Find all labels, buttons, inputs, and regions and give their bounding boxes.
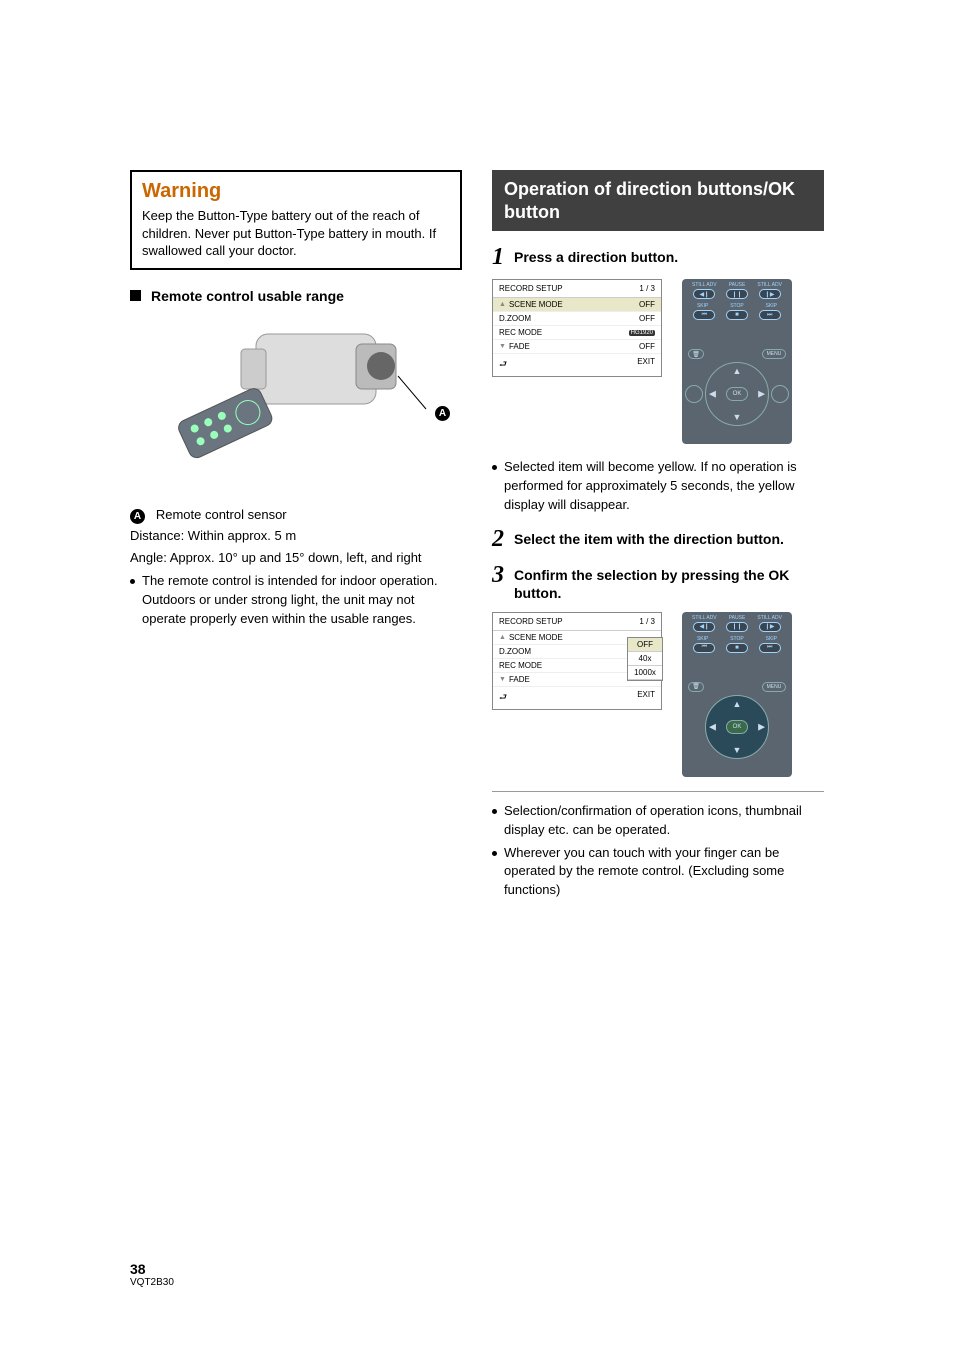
step-1-text: Press a direction button.: [514, 245, 678, 266]
warning-body: Keep the Button-Type battery out of the …: [142, 207, 450, 260]
page-code: VQT2B30: [130, 1277, 174, 1288]
callout-a-inline-icon: A: [130, 509, 145, 524]
remote-figure-2: STILL ADV PAUSE STILL ADV ◀❙❙❙❙▶ SKIP ST…: [682, 612, 792, 777]
distance-text: Distance: Within approx. 5 m: [130, 527, 462, 546]
ok-button-icon: OK: [726, 387, 748, 401]
section-header: Operation of direction buttons/OK button: [492, 170, 824, 231]
page-footer: 38 VQT2B30: [130, 1261, 174, 1288]
warning-title: Warning: [142, 180, 450, 203]
step-2-num: 2: [492, 527, 504, 551]
square-bullet-icon: [130, 290, 141, 301]
remote-figure-1: STILL ADV PAUSE STILL ADV ◀❙❙❙❙▶ SKIP ST…: [682, 279, 792, 444]
zoom-popup: OFF 40x 1000x: [627, 637, 663, 681]
sensor-text: Remote control sensor: [156, 507, 287, 522]
trash-icon: 🗑: [688, 349, 704, 359]
menu-pill: MENU: [762, 682, 786, 692]
note-selection: Selection/confirmation of operation icon…: [492, 802, 824, 840]
usable-range-heading: Remote control usable range: [130, 288, 462, 304]
callout-a-icon: A: [435, 406, 450, 421]
step-2: 2 Select the item with the direction but…: [492, 527, 824, 551]
menu-screenshot-2: RECORD SETUP 1 / 3 ▲SCENE MODE D.ZOOM RE…: [492, 612, 662, 710]
step1-note: Selected item will become yellow. If no …: [492, 458, 824, 515]
menu1-title: RECORD SETUP: [499, 284, 563, 293]
page-number: 38: [130, 1261, 174, 1277]
step-1-num: 1: [492, 245, 504, 269]
menu2-page: 1 / 3: [639, 617, 655, 626]
menu1-page: 1 / 3: [639, 284, 655, 293]
separator: [492, 791, 824, 792]
menu-screenshot-1: RECORD SETUP 1 / 3 ▲SCENE MODEOFF D.ZOOM…: [492, 279, 662, 377]
step-1: 1 Press a direction button.: [492, 245, 824, 269]
step-2-text: Select the item with the direction butto…: [514, 527, 784, 548]
trash-icon: 🗑: [688, 682, 704, 692]
step-3-text: Confirm the selection by pressing the OK…: [514, 563, 824, 602]
usable-range-heading-text: Remote control usable range: [151, 288, 344, 304]
step-3-num: 3: [492, 563, 504, 587]
warning-box: Warning Keep the Button-Type battery out…: [130, 170, 462, 270]
note-touch: Wherever you can touch with your finger …: [492, 844, 824, 901]
step-3: 3 Confirm the selection by pressing the …: [492, 563, 824, 602]
menu2-title: RECORD SETUP: [499, 617, 563, 626]
camcorder-remote-figure: A: [130, 314, 462, 494]
indoor-note: The remote control is intended for indoo…: [130, 572, 462, 629]
angle-text: Angle: Approx. 10° up and 15° down, left…: [130, 549, 462, 568]
menu-pill: MENU: [762, 349, 786, 359]
ok-button-icon: OK: [726, 720, 748, 734]
sensor-line: A Remote control sensor: [130, 506, 462, 525]
